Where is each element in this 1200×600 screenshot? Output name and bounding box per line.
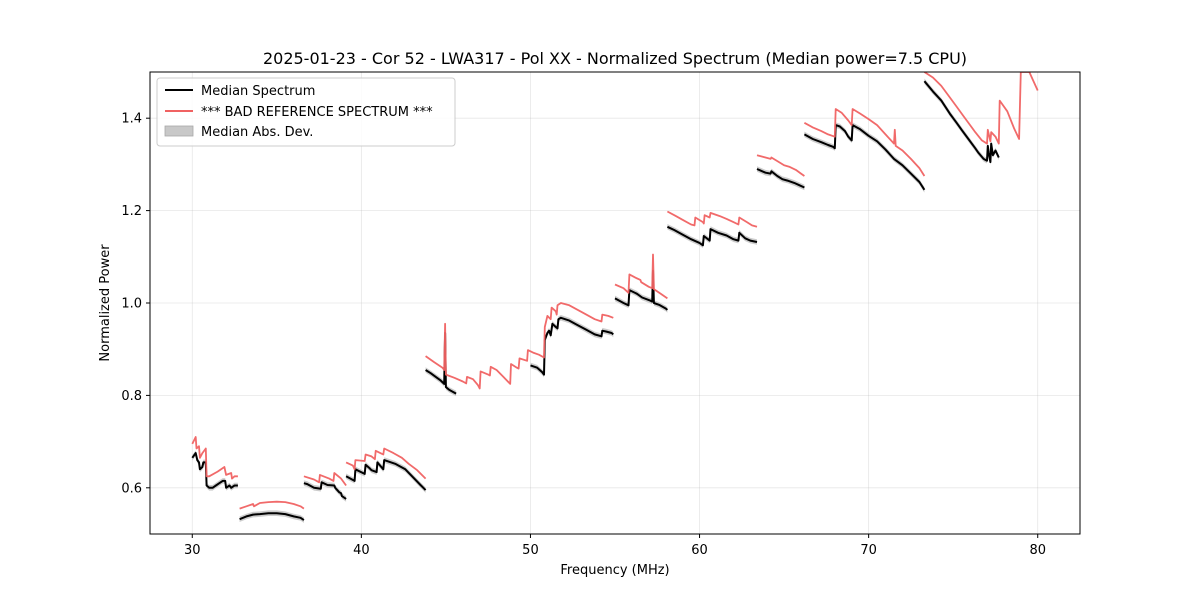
median-spectrum-line: [923, 80, 1000, 164]
mad-band: [425, 330, 457, 397]
median-spectrum-line: [614, 269, 669, 311]
bad-reference-spectrum-line: [425, 302, 614, 390]
x-tick-label: 80: [1029, 543, 1046, 558]
x-tick-label: 70: [860, 543, 877, 558]
bad-reference-spectrum-line: [923, 72, 1039, 145]
bad-reference-spectrum-line: [239, 500, 305, 510]
median-spectrum-line: [191, 452, 238, 489]
y-tick-label: 1.2: [121, 204, 142, 219]
bad-reference-spectrum-line: [666, 210, 758, 228]
median-spectrum-line: [345, 459, 427, 491]
y-axis-label: Normalized Power: [98, 244, 113, 362]
median-spectrum-line: [803, 124, 926, 191]
x-tick-label: 50: [522, 543, 539, 558]
x-axis-ticks: 30 40 50 60 70 80: [184, 534, 1046, 558]
y-tick-label: 0.8: [121, 389, 142, 404]
bad-reference-spectrum-line: [803, 108, 926, 177]
legend-box: [156, 77, 456, 147]
plot-area: 30 40 50 60 70 80 0.6 0.8 1.0 1.2 1.4: [121, 71, 1081, 558]
x-axis-label: Frequency (MHz): [560, 563, 669, 578]
legend-label-bad-reference: *** BAD REFERENCE SPECTRUM ***: [201, 105, 433, 120]
chart-title: 2025-01-23 - Cor 52 - LWA317 - Pol XX - …: [263, 49, 967, 68]
y-tick-label: 1.4: [121, 112, 142, 127]
bad-reference-spectrum-line: [303, 472, 347, 487]
legend-label-mad: Median Abs. Dev.: [201, 125, 313, 140]
mad-band: [192, 450, 238, 491]
y-axis-ticks: 0.6 0.8 1.0 1.2 1.4: [121, 112, 150, 496]
bad-reference-spectrum-line: [756, 154, 805, 177]
mad-band: [667, 224, 757, 248]
bad-reference-spectrum-line: [191, 436, 238, 480]
y-tick-label: 1.0: [121, 297, 142, 312]
legend-label-median: Median Spectrum: [201, 84, 315, 99]
x-tick-label: 30: [184, 543, 201, 558]
x-tick-label: 40: [353, 543, 370, 558]
x-tick-label: 60: [691, 543, 708, 558]
median-spectrum-line: [303, 481, 347, 500]
y-tick-label: 0.6: [121, 481, 142, 496]
series-lines-layer: [191, 72, 1039, 521]
bad-reference-spectrum-line: [614, 253, 668, 300]
grid-lines: [150, 72, 1080, 534]
legend-swatch-mad: [164, 125, 194, 137]
median-spectrum-line: [756, 168, 805, 189]
plot-background: [150, 72, 1080, 534]
bad-reference-spectrum-line: [345, 447, 427, 480]
median-spectrum-line: [239, 512, 305, 521]
median-spectrum-line: [666, 225, 758, 247]
legend: Median Spectrum *** BAD REFERENCE SPECTR…: [156, 77, 456, 147]
